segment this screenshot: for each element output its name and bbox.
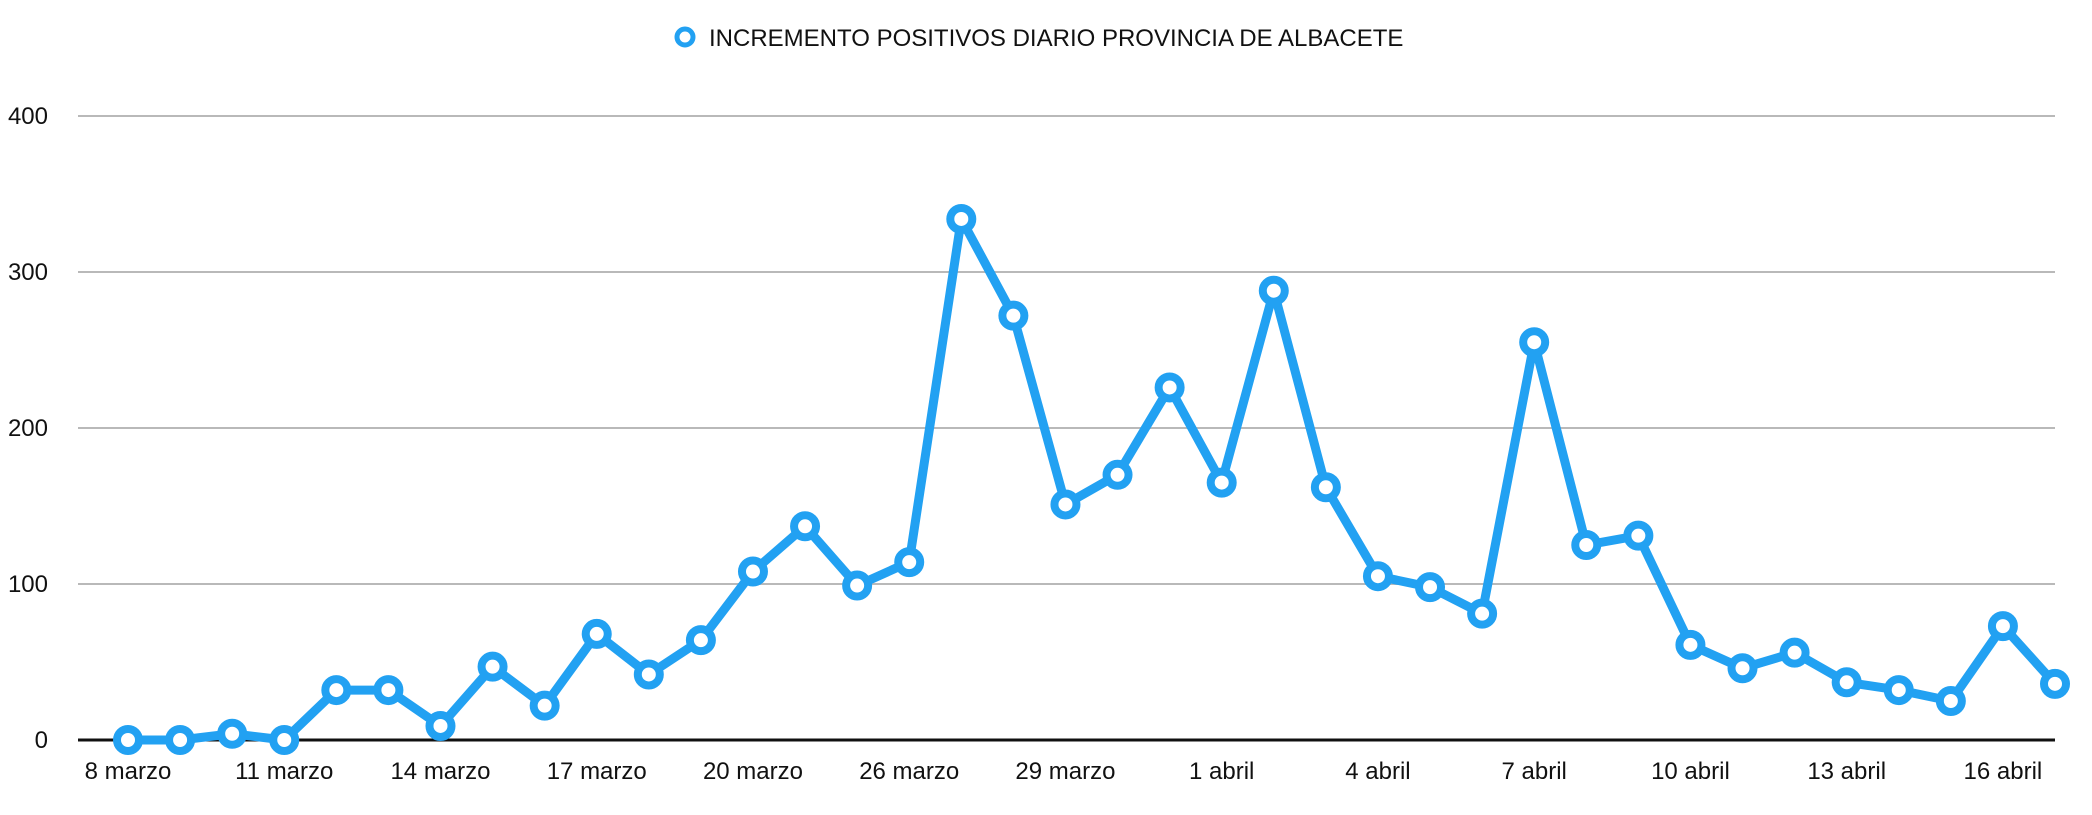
series-line	[123, 214, 2060, 745]
legend: INCREMENTO POSITIVOS DIARIO PROVINCIA DE…	[674, 25, 1403, 52]
x-tick-label: 26 marzo	[859, 758, 959, 785]
data-point	[1467, 598, 1498, 629]
y-tick-label: 200	[8, 415, 48, 442]
data-point	[373, 675, 404, 706]
data-point	[894, 547, 925, 578]
x-tick-label: 8 marzo	[85, 758, 172, 785]
data-point	[1883, 675, 1914, 706]
data-point	[737, 556, 768, 587]
data-point	[998, 300, 1029, 331]
y-tick-label: 100	[8, 571, 48, 598]
data-point	[1987, 611, 2018, 642]
data-point	[2040, 668, 2070, 699]
data-point	[581, 618, 612, 649]
data-point	[1258, 275, 1289, 306]
data-point	[1415, 572, 1446, 603]
data-point	[1571, 530, 1602, 560]
data-point	[269, 725, 300, 755]
gridlines	[78, 115, 2055, 585]
x-tick-label: 11 marzo	[235, 758, 333, 785]
x-tick-label: 16 abril	[1964, 758, 2043, 785]
data-point	[1154, 372, 1185, 403]
data-point	[1779, 637, 1810, 668]
x-axis-tick-labels: 8 marzo 11 marzo 14 marzo 17 marzo 20 marzo 2…	[85, 758, 2043, 785]
data-point	[1102, 459, 1133, 490]
x-tick-label: 10 abril	[1651, 758, 1730, 785]
data-point	[321, 675, 352, 706]
data-point	[633, 659, 664, 690]
x-tick-label: 1 abril	[1189, 758, 1254, 785]
data-point	[842, 570, 873, 601]
data-point	[425, 710, 456, 741]
data-point	[529, 690, 560, 721]
x-tick-label: 13 abril	[1807, 758, 1886, 785]
series-layer	[113, 203, 2070, 755]
x-tick-label: 20 marzo	[703, 758, 803, 785]
x-tick-label: 17 marzo	[547, 758, 647, 785]
x-tick-label: 4 abril	[1345, 758, 1410, 785]
data-point	[946, 203, 977, 234]
data-point	[1310, 472, 1341, 503]
data-point	[1831, 667, 1862, 698]
data-point	[1362, 561, 1393, 592]
data-point	[1050, 489, 1081, 520]
y-tick-label: 400	[8, 103, 48, 130]
x-tick-label: 14 marzo	[390, 758, 490, 785]
data-point	[165, 725, 196, 755]
data-point	[1935, 686, 1966, 716]
data-point	[477, 651, 508, 682]
x-tick-label: 29 marzo	[1015, 758, 1115, 785]
legend-label: INCREMENTO POSITIVOS DIARIO PROVINCIA DE…	[709, 25, 1403, 52]
data-point	[1519, 327, 1550, 358]
data-point	[1727, 653, 1758, 684]
y-axis-tick-labels: 0 100 200 300 400	[8, 103, 48, 754]
y-tick-label: 300	[8, 259, 48, 286]
data-point	[1623, 520, 1654, 551]
data-point	[685, 625, 716, 656]
data-point	[1206, 467, 1237, 498]
data-point	[1675, 629, 1706, 660]
data-point	[113, 725, 143, 755]
y-tick-label: 0	[35, 727, 48, 754]
x-tick-label: 7 abril	[1502, 758, 1567, 785]
legend-marker	[674, 26, 696, 48]
data-point	[217, 718, 248, 749]
data-point	[790, 511, 821, 542]
